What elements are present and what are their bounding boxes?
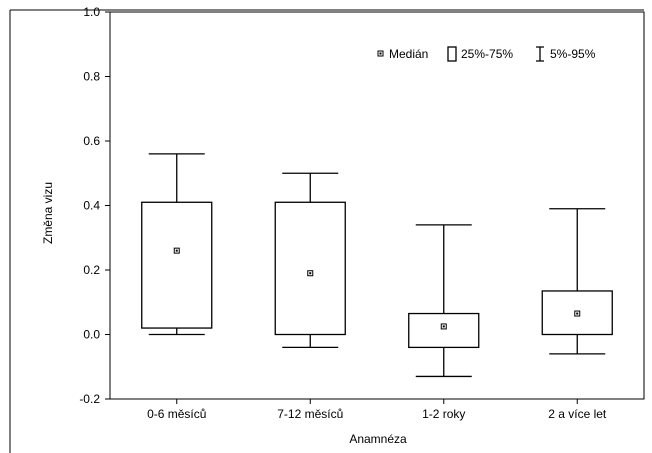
box-group [408, 224, 480, 378]
y-axis-label: Změna vizu [41, 182, 55, 244]
median-marker-dot [576, 312, 579, 315]
y-tick-label: 1.0 [83, 5, 100, 19]
box-series [141, 153, 613, 378]
legend-box-symbol [447, 46, 457, 62]
x-axis: 0-6 měsíců 7-12 měsíců 1-2 roky 2 a více le… [147, 399, 607, 421]
legend-box-label: 25%-75% [461, 47, 513, 61]
box-group [541, 208, 613, 355]
x-tick-label: 7-12 měsíců [277, 407, 343, 421]
y-tick-label: 0.4 [83, 199, 100, 213]
box-iqr [141, 201, 213, 329]
y-tick-label: 0.2 [83, 263, 100, 277]
median-marker-dot [175, 249, 178, 252]
y-tick-label: 0.0 [83, 328, 100, 342]
legend-whisker-label: 5%-95% [550, 47, 596, 61]
y-tick-label: 0.6 [83, 134, 100, 148]
box-group [274, 172, 346, 349]
legend-whisker-symbol [536, 46, 544, 62]
median-marker-dot [309, 272, 312, 275]
box-group [141, 153, 213, 336]
box-iqr [274, 201, 346, 336]
median-marker-dot [442, 325, 445, 328]
x-tick-label: 1-2 roky [422, 407, 465, 421]
y-axis: -0.2 0.0 0.2 0.4 0.6 0.8 1.0 [79, 5, 110, 406]
y-tick-label: -0.2 [79, 392, 100, 406]
legend-median-symbol-dot [379, 52, 382, 55]
y-tick-label: 0.8 [83, 70, 100, 84]
x-tick-label: 0-6 měsíců [147, 407, 206, 421]
legend: Medián 25%-75% 5%-95% [377, 46, 596, 62]
x-axis-label: Anamnéza [349, 432, 407, 446]
x-tick-label: 2 a více let [548, 407, 607, 421]
box-iqr [408, 312, 480, 349]
legend-median-label: Medián [389, 47, 428, 61]
